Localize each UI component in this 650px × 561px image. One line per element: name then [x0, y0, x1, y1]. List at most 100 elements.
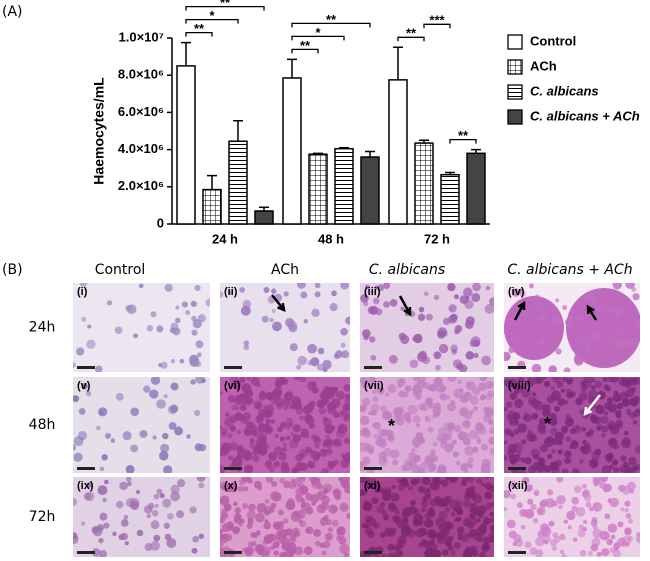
- cell: [524, 541, 532, 549]
- cell: [512, 454, 521, 463]
- arrow: [271, 294, 286, 313]
- cell: [86, 482, 92, 488]
- cell: [294, 546, 304, 556]
- cell: [254, 381, 261, 388]
- cell: [138, 283, 144, 289]
- cell: [391, 514, 400, 523]
- cell: [150, 540, 161, 551]
- cell: [304, 413, 313, 423]
- cell: [371, 497, 379, 505]
- cell: [306, 403, 315, 412]
- cell: [99, 550, 108, 557]
- cell: [467, 521, 475, 529]
- scale-bar: [364, 366, 382, 369]
- cell: [615, 419, 624, 427]
- cell: [185, 310, 191, 316]
- scale-bar: [508, 366, 526, 369]
- cell: [189, 506, 197, 514]
- cell: [253, 430, 262, 439]
- cell: [466, 381, 476, 391]
- cell: [531, 391, 537, 397]
- arrow: [586, 304, 598, 321]
- cell: [322, 359, 332, 370]
- cell: [607, 397, 613, 404]
- cell: [527, 429, 532, 434]
- cell: [162, 432, 169, 440]
- cell: [325, 518, 332, 526]
- cell: [307, 343, 317, 354]
- significance-label: ***: [429, 13, 445, 28]
- cell: [424, 518, 434, 528]
- cell: [397, 406, 405, 414]
- cell: [360, 404, 367, 413]
- panel-label: (x): [224, 480, 238, 492]
- cell: [417, 313, 426, 321]
- cell: [278, 509, 284, 516]
- cell: [133, 333, 139, 339]
- cell: [572, 468, 580, 473]
- cell: [237, 485, 244, 493]
- cell: [592, 528, 603, 539]
- cell: [226, 521, 234, 529]
- cell: [387, 434, 394, 440]
- cell: [400, 334, 410, 345]
- cell: [329, 303, 338, 312]
- column-header: C. albicans + ACh: [507, 262, 632, 278]
- cell: [261, 315, 269, 323]
- cell: [575, 506, 586, 517]
- cell: [442, 533, 450, 541]
- cell: [342, 403, 350, 412]
- cell: [390, 449, 400, 459]
- cell: [613, 466, 620, 473]
- cell: [476, 478, 483, 485]
- error-bar: [287, 58, 297, 78]
- cell: [601, 548, 610, 557]
- cell: [413, 513, 424, 524]
- cell: [242, 412, 252, 421]
- cell: [236, 413, 245, 421]
- micrograph: [360, 477, 494, 557]
- cell: [504, 351, 511, 362]
- cell: [320, 501, 330, 511]
- cell: [465, 351, 475, 360]
- cell: [603, 483, 612, 492]
- cell: [330, 425, 336, 431]
- cell: [384, 527, 394, 537]
- cell: [436, 434, 444, 442]
- cell: [367, 306, 376, 315]
- cell: [462, 550, 473, 557]
- legend-label: C. albicans: [530, 83, 599, 98]
- cell: [560, 388, 566, 393]
- cell: [341, 350, 350, 359]
- cell: [339, 544, 350, 555]
- cell: [456, 526, 465, 534]
- cell: [616, 402, 624, 410]
- cell: [104, 479, 109, 485]
- cell: [220, 495, 230, 506]
- cell: [229, 377, 239, 386]
- bar: [228, 140, 248, 225]
- cell: [378, 439, 387, 448]
- cell: [468, 429, 479, 440]
- cell: [264, 460, 273, 468]
- cell: [538, 458, 544, 464]
- cell: [114, 326, 123, 335]
- scale-bar: [77, 467, 95, 470]
- panel-label: (iv): [508, 286, 525, 298]
- cell: [220, 424, 223, 430]
- cell: [517, 322, 526, 330]
- cell: [346, 456, 350, 461]
- cell: [290, 432, 295, 437]
- cell: [255, 438, 264, 447]
- cell: [606, 452, 613, 459]
- cell: [485, 409, 494, 418]
- cell: [264, 519, 269, 524]
- cell: [550, 386, 556, 391]
- cell: [435, 532, 442, 539]
- error-bar: [445, 171, 455, 175]
- bar: [282, 77, 302, 225]
- cell: [220, 427, 229, 435]
- cell: [516, 384, 525, 393]
- cell: [254, 543, 265, 554]
